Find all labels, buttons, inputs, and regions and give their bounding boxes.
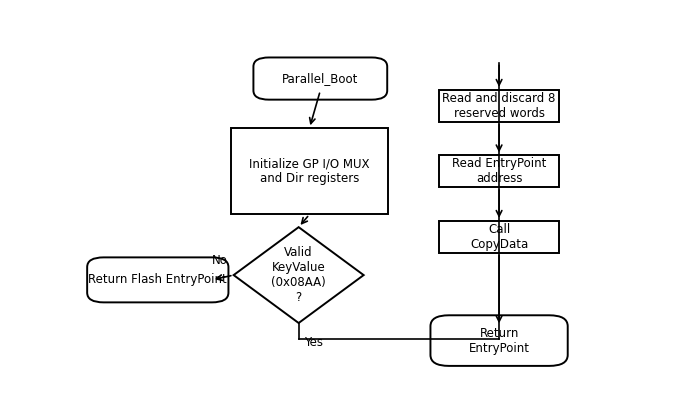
Text: No: No: [212, 254, 228, 267]
Text: Valid
KeyValue
(0x08AA)
?: Valid KeyValue (0x08AA) ?: [271, 246, 326, 304]
Polygon shape: [233, 227, 363, 323]
Text: Read EntryPoint
address: Read EntryPoint address: [452, 157, 547, 185]
Bar: [440, 221, 559, 253]
Bar: [440, 90, 559, 122]
Text: Call
CopyData: Call CopyData: [470, 223, 528, 251]
Text: Return Flash EntryPoint: Return Flash EntryPoint: [89, 273, 227, 286]
Text: Parallel_Boot: Parallel_Boot: [282, 72, 359, 85]
Bar: [231, 128, 388, 215]
FancyBboxPatch shape: [431, 315, 568, 366]
Text: Return
EntryPoint: Return EntryPoint: [468, 327, 530, 354]
Text: Yes: Yes: [304, 336, 323, 349]
FancyBboxPatch shape: [87, 257, 229, 303]
Text: Initialize GP I/O MUX
and Dir registers: Initialize GP I/O MUX and Dir registers: [250, 157, 370, 185]
Text: Read and discard 8
reserved words: Read and discard 8 reserved words: [442, 92, 556, 120]
Bar: [440, 155, 559, 187]
FancyBboxPatch shape: [254, 57, 387, 100]
